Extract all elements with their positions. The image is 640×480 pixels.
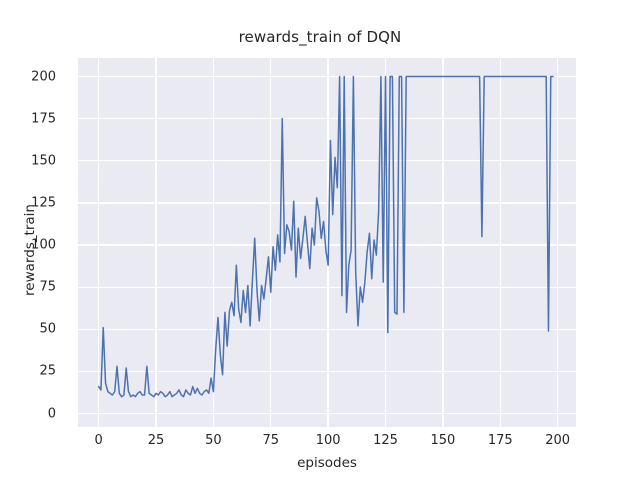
x-tick-label: 175 <box>487 433 513 448</box>
chart-title: rewards_train of DQN <box>238 28 402 46</box>
y-tick-label: 175 <box>31 111 56 127</box>
gridline-horizontal <box>78 328 576 330</box>
gridline-vertical <box>212 58 215 427</box>
x-tick-label: 100 <box>315 433 341 448</box>
x-axis-label: episodes <box>297 455 357 471</box>
x-tick-label: 125 <box>373 433 398 448</box>
plot-area <box>78 58 576 427</box>
y-tick-label: 50 <box>39 321 56 337</box>
series-rewards-train <box>97 75 554 398</box>
gridline-vertical <box>384 58 387 427</box>
x-tick-label: 25 <box>147 433 165 448</box>
y-tick-label: 100 <box>31 237 56 253</box>
gridline-horizontal <box>78 160 576 162</box>
gridline-vertical <box>442 58 444 427</box>
y-axis-label: rewards_train <box>22 204 38 296</box>
data-line-svg <box>97 75 554 398</box>
gridline-vertical <box>98 58 100 427</box>
y-tick-label: 25 <box>39 363 56 379</box>
y-tick-label: 0 <box>47 406 56 422</box>
gridline-vertical <box>270 58 272 427</box>
x-tick-label: 50 <box>205 433 222 448</box>
y-tick-label: 200 <box>31 69 56 85</box>
x-tick-label: 150 <box>430 433 456 448</box>
gridline-vertical <box>155 58 157 427</box>
gridline-horizontal <box>78 286 576 288</box>
x-tick-label: 200 <box>545 433 571 448</box>
y-tick-label: 75 <box>39 279 56 295</box>
gridline-horizontal <box>78 412 576 415</box>
gridline-horizontal <box>78 75 576 78</box>
y-tick-label: 125 <box>31 195 56 211</box>
y-tick-label: 150 <box>31 153 56 169</box>
gridline-horizontal <box>78 202 576 204</box>
gridline-horizontal <box>78 118 576 120</box>
x-tick-label: 75 <box>262 433 280 448</box>
x-tick-label: 0 <box>94 433 103 448</box>
gridline-vertical <box>556 58 559 427</box>
gridline-horizontal <box>78 370 576 373</box>
gridline-horizontal <box>78 244 576 246</box>
gridline-vertical <box>499 58 501 427</box>
